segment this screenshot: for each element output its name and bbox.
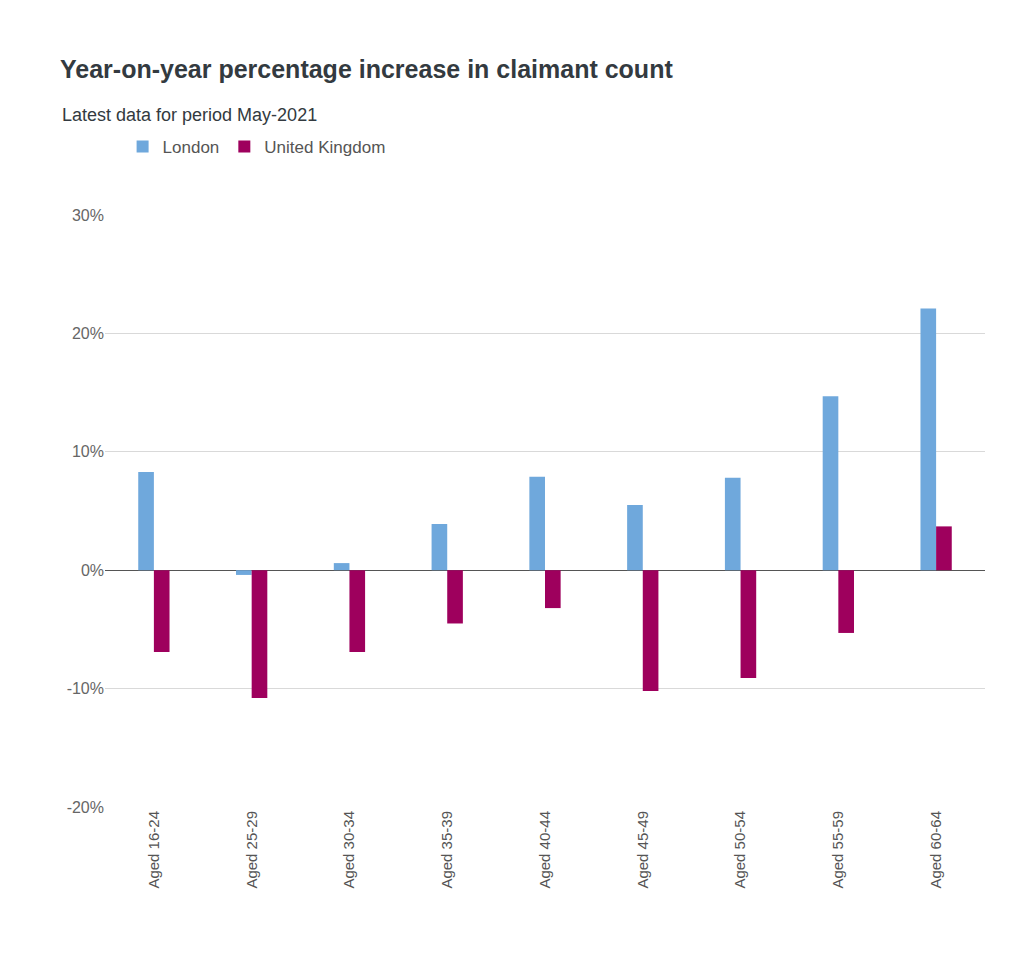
- svg-text:Aged 16-24: Aged 16-24: [145, 811, 162, 889]
- svg-text:Aged 55-59: Aged 55-59: [829, 811, 846, 889]
- svg-text:-20%: -20%: [67, 799, 104, 816]
- svg-text:Aged 40-44: Aged 40-44: [536, 811, 553, 889]
- svg-text:Aged 25-29: Aged 25-29: [243, 811, 260, 889]
- svg-text:London: London: [163, 138, 220, 157]
- svg-text:-10%: -10%: [67, 680, 104, 697]
- svg-text:20%: 20%: [72, 325, 104, 342]
- svg-text:Aged 50-54: Aged 50-54: [731, 811, 748, 889]
- svg-text:Year-on-year percentage increa: Year-on-year percentage increase in clai…: [60, 55, 673, 83]
- svg-text:10%: 10%: [72, 443, 104, 460]
- svg-text:Aged 45-49: Aged 45-49: [634, 811, 651, 889]
- svg-text:United Kingdom: United Kingdom: [264, 138, 385, 157]
- svg-text:Latest data for period May-202: Latest data for period May-2021: [62, 105, 317, 125]
- svg-text:0%: 0%: [81, 562, 104, 579]
- svg-text:Aged 60-64: Aged 60-64: [927, 811, 944, 889]
- svg-text:Aged 35-39: Aged 35-39: [438, 811, 455, 889]
- svg-text:Aged 30-34: Aged 30-34: [340, 811, 357, 889]
- svg-text:30%: 30%: [72, 207, 104, 224]
